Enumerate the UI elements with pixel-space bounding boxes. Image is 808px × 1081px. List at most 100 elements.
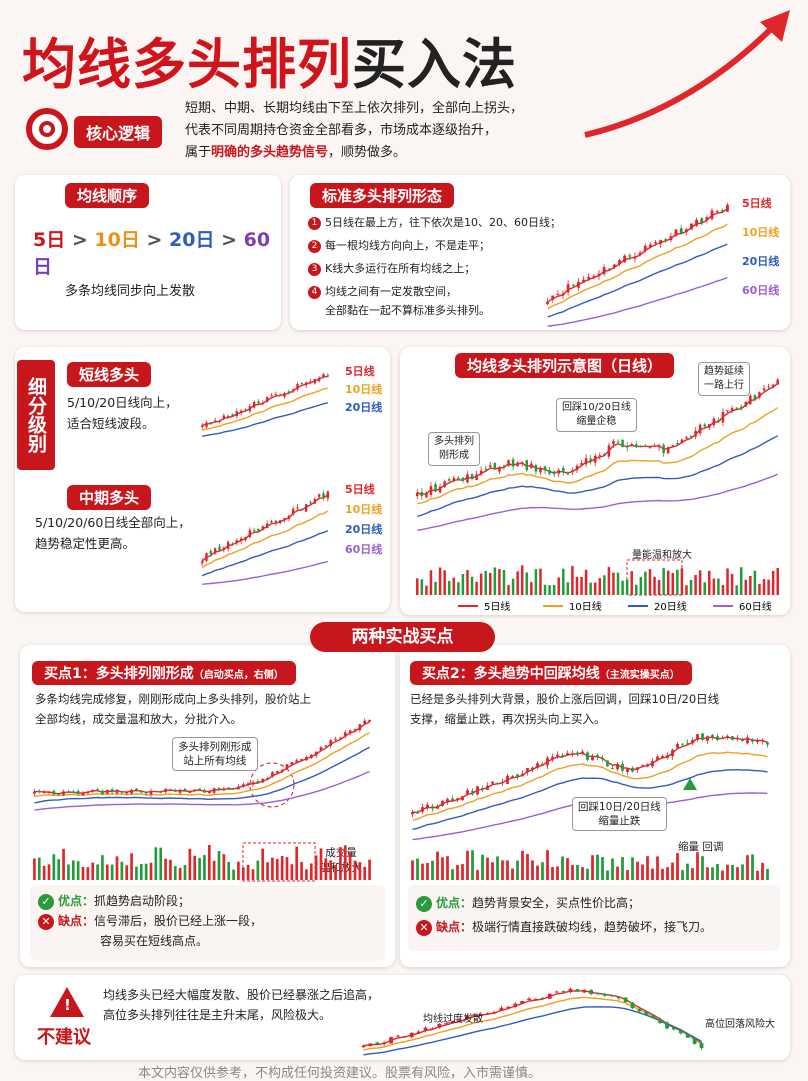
pro-text: 趋势背景安全，买点性价比高； (472, 896, 641, 910)
desc-line: 代表不同周期持仓资金全部看多，市场成本逐级抬升， (185, 123, 498, 138)
ann-line: 站上所有均线 (183, 755, 247, 767)
buy-tag: （启动买点，右侧） (193, 670, 284, 681)
con-label: 缺点： (436, 920, 473, 934)
pro-label: 优点： (58, 894, 95, 908)
desc-line: 5/10/20日线向上， (67, 395, 178, 410)
warn-card: ! 不建议 均线多头已经大幅度发散、股价已经暴涨之后追高， 高位多头排列往往是主升… (15, 975, 790, 1060)
volume-label: 量能温和放大 (632, 550, 692, 561)
short-desc: 5/10/20日线向上， 适合短线波段。 (67, 392, 178, 434)
side-label: 细分级别 (17, 360, 55, 470)
title-tail: 买入法 (352, 33, 517, 96)
warn-icon (50, 987, 84, 1017)
point: 4 均线之间有一定发散空间， (308, 280, 561, 303)
desc-line: 多条均线完成修复，刚刚形成向上多头排列，股价站上 (35, 692, 311, 706)
subdivide-card: 短线多头 5/10/20日线向上， 适合短线波段。 中期多头 5/10/20/60… (15, 347, 390, 612)
con-text: 极端行情直接跌破均线，趋势破坏，接飞刀。 (472, 920, 713, 934)
num: 2 (308, 239, 321, 253)
point: 3 K线大多运行在所有均线之上； (308, 257, 561, 280)
card-title: 短线多头 (67, 362, 152, 387)
warn-label: 不建议 (37, 1027, 91, 1048)
point-text: K线大多运行在所有均线之上； (325, 262, 476, 275)
card-title: 中期多头 (67, 485, 152, 510)
desc-line: 支撑，缩量止跌，再次拐头向上买入。 (410, 712, 606, 726)
arrow-head (760, 10, 790, 42)
vol-note: 成交量 温和放大 (320, 845, 362, 875)
buy1-card: 买点1：多头排列刚形成（启动买点，右侧） 多条均线完成修复，刚刚形成向上多头排列… (20, 645, 395, 967)
ann-line: 缩量企稳 (576, 416, 617, 427)
pro-label: 优点： (436, 896, 473, 910)
ma-60: 60日 (33, 229, 271, 278)
warn-line: 高位多头排列往往是主升末尾，风险极大。 (103, 1008, 332, 1022)
pattern-card: 标准多头排列形态 1 5日线在最上方，往下依次是10、20、60日线； 2 每一根均线… (290, 175, 790, 330)
callout: 多头排列刚形成 站上所有均线 (172, 737, 258, 771)
annotation: 回踩10/20日线 缩量企稳 (556, 398, 637, 432)
callout: 回踩10日/20日线 缩量止跌 (572, 797, 667, 831)
num: 1 (308, 216, 321, 230)
annotation: 均线过度发散 (423, 1014, 483, 1025)
point: 1 5日线在最上方，往下依次是10、20、60日线； (308, 211, 561, 234)
caption: 多条均线同步向上发散 (65, 284, 196, 299)
pro-text: 抓趋势启动阶段； (94, 894, 191, 908)
desc-line: 全部均线，成交量温和放大，分批介入。 (35, 712, 242, 726)
vol-note: 缩量 回调 (678, 841, 724, 853)
num: 3 (308, 262, 321, 276)
desc-line: 短期、中期、长期均线由下至上依次排列，全部向上拐头， (185, 101, 524, 116)
point-text: 5日线在最上方，往下依次是10、20、60日线； (325, 216, 561, 229)
ann-line: 缩量止跌 (598, 815, 641, 827)
warn-line: 均线多头已经大幅度发散、股价已经暴涨之后追高， (103, 988, 380, 1002)
card-title: 均线顺序 (65, 183, 150, 208)
order-row: 5日 > 10日 > 20日 > 60日 (33, 225, 281, 279)
ma-10: 10日 (94, 229, 140, 251)
point-cont: 全部黏在一起不算标准多头排列。 (325, 304, 490, 317)
buy-title: 买点1：多头排列刚形成 (44, 666, 194, 682)
mid-desc: 5/10/20/60日线全部向上， 趋势稳定性更高。 (35, 512, 191, 554)
point-list: 1 5日线在最上方，往下依次是10、20、60日线； 2 每一根均线方向向上，不是走平… (308, 211, 561, 319)
warn-text: 均线多头已经大幅度发散、股价已经暴涨之后追高， 高位多头排列往往是主升末尾，风险极… (103, 985, 379, 1025)
sep: > (71, 229, 88, 251)
ann-line: 多头排列刚形成 (178, 741, 252, 753)
ma-20: 20日 (169, 229, 215, 251)
con-label: 缺点： (58, 914, 95, 928)
vol-line: 成交量 (325, 847, 357, 859)
annotation: 高位回落风险大 (705, 1019, 775, 1030)
card-title: 标准多头排列形态 (310, 183, 455, 208)
text: 属于 (185, 145, 212, 160)
card-title: 均线多头排列示意图（日线） (455, 353, 675, 378)
con-text: 容易买在短线高点。 (100, 934, 209, 948)
desc-line: 趋势稳定性更高。 (35, 536, 136, 551)
buy-desc: 多条均线完成修复，刚刚形成向上多头排列，股价站上 全部均线，成交量温和放大，分批介… (35, 689, 311, 729)
ann-line: 刚形成 (439, 450, 469, 461)
buy-title: 买点2：多头趋势中回踩均线 (422, 666, 600, 682)
trend-arrow (584, 22, 778, 138)
section-title: 两种实战买点 (310, 622, 495, 652)
point-text: 均线之间有一定发散空间， (325, 285, 457, 298)
point-text: 每一根均线方向向上，不是走平； (325, 239, 490, 252)
buy-desc: 已经是多头排列大背景，股价上涨后回调，回踩10日/20日线 支撑，缩量止跌，再次拐… (410, 689, 719, 729)
target-icon (26, 108, 68, 150)
warn-mark: ! (64, 996, 71, 1014)
num: 4 (308, 285, 321, 299)
title: 均线多头排列买入法 (22, 20, 517, 99)
desc-line: 已经是多头排列大背景，股价上涨后回调，回踩10日/20日线 (410, 692, 720, 706)
pros-cons: ✓ 优点：趋势背景安全，买点性价比高； ✕ 缺点：极端行情直接跌破均线，趋势破坏，接… (408, 885, 780, 951)
annotation: 多头排列 刚形成 (428, 432, 480, 466)
point: 2 每一根均线方向向上，不是走平； (308, 234, 561, 257)
order-card: 均线顺序 5日 > 10日 > 20日 > 60日 多条均线同步向上发散 (15, 175, 281, 330)
sep: > (146, 229, 163, 251)
ann-line: 一路上行 (704, 380, 744, 391)
title-main: 均线多头排列 (22, 33, 352, 96)
con-text: 信号滞后，股价已经上涨一段， (94, 914, 263, 928)
desc-line: 适合短线波段。 (67, 416, 155, 431)
buy-tag: （主流实操买点） (599, 670, 680, 681)
pros-cons: ✓ 优点：抓趋势启动阶段； ✕ 缺点：信号滞后，股价已经上涨一段， 容易买在短线高点… (30, 885, 385, 961)
badge: 核心逻辑 (74, 116, 163, 148)
description: 短期、中期、长期均线由下至上依次排列，全部向上拐头， 代表不同周期持仓资金全部看… (185, 98, 523, 164)
vol-line: 温和放大 (320, 862, 362, 874)
desc-line: 5/10/20/60日线全部向上， (35, 515, 191, 530)
ma-5: 5日 (33, 229, 66, 251)
ann-line: 回踩10日/20日线 (578, 801, 661, 813)
text: ，顺势做多。 (328, 145, 407, 160)
desc-line: 属于明确的多头趋势信号，顺势做多。 (185, 142, 523, 164)
sep: > (221, 229, 238, 251)
